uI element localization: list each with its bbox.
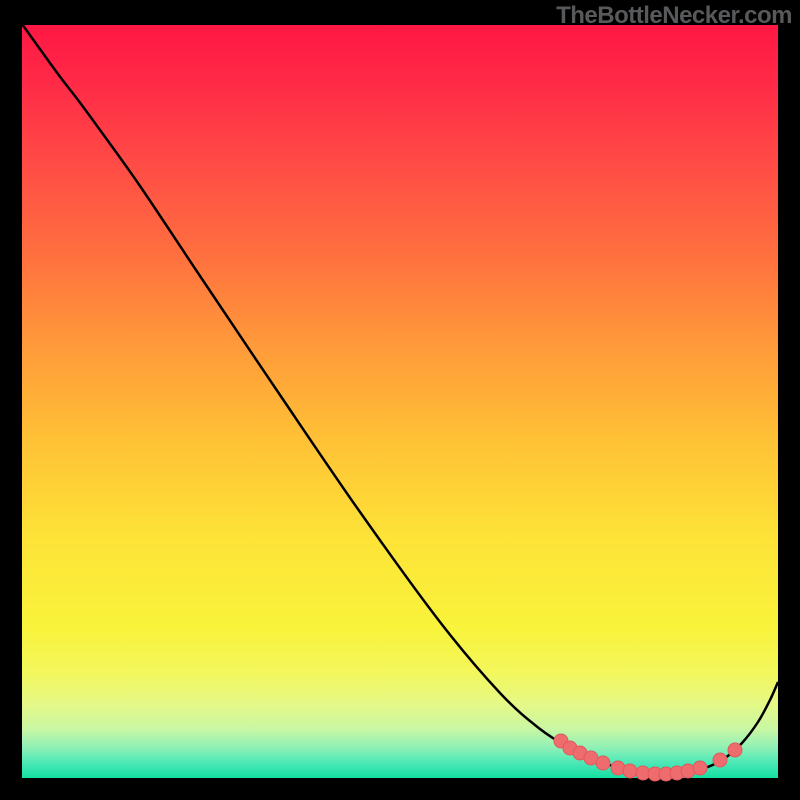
heatmap-background bbox=[22, 25, 778, 778]
chart-container: TheBottleNecker.com bbox=[0, 0, 800, 800]
gradient-chart bbox=[0, 0, 800, 800]
curve-marker bbox=[623, 764, 637, 778]
curve-marker bbox=[713, 753, 727, 767]
curve-marker bbox=[728, 743, 742, 757]
curve-marker bbox=[693, 761, 707, 775]
curve-marker bbox=[596, 756, 610, 770]
